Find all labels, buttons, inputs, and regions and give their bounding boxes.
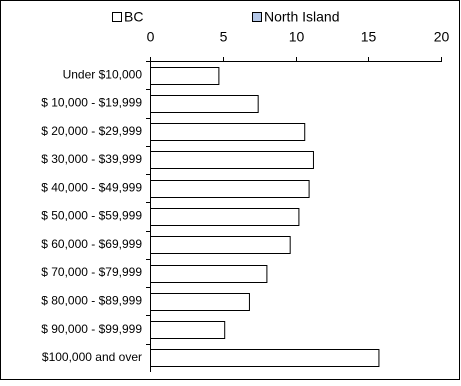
y-tick-label: $ 10,000 - $19,999 <box>41 96 142 110</box>
y-tick-label: Under $10,000 <box>63 67 143 81</box>
bar <box>150 180 310 198</box>
bar <box>150 265 268 283</box>
bar <box>150 293 250 311</box>
y-tick-label: $ 30,000 - $39,999 <box>41 152 142 166</box>
legend-label: BC <box>124 9 143 25</box>
x-tick-label: 20 <box>434 29 450 45</box>
y-tick-label: $ 50,000 - $59,999 <box>41 209 142 223</box>
legend-label: North Island <box>264 9 339 25</box>
bar <box>150 321 226 339</box>
y-tick-label: $100,000 and over <box>42 350 142 364</box>
bar <box>150 123 306 141</box>
y-tick-label: $ 70,000 - $79,999 <box>41 265 142 279</box>
x-tick-label: 15 <box>361 29 377 45</box>
x-tick-label: 0 <box>147 29 155 45</box>
bar <box>150 208 300 226</box>
bar <box>150 236 291 254</box>
x-tick-label: 5 <box>220 29 228 45</box>
y-tick-label: $ 60,000 - $69,999 <box>41 237 142 251</box>
x-tick-label: 10 <box>289 29 305 45</box>
legend-swatch <box>112 12 122 22</box>
legend-swatch <box>252 12 262 22</box>
bar <box>150 349 380 367</box>
y-tick-label: $ 20,000 - $29,999 <box>41 124 142 138</box>
bar <box>150 151 314 169</box>
bar <box>150 67 220 85</box>
y-tick-label: $ 90,000 - $99,999 <box>41 322 142 336</box>
y-tick-label: $ 40,000 - $49,999 <box>41 180 142 194</box>
y-tick-label: $ 80,000 - $89,999 <box>41 293 142 307</box>
bar <box>150 95 259 113</box>
